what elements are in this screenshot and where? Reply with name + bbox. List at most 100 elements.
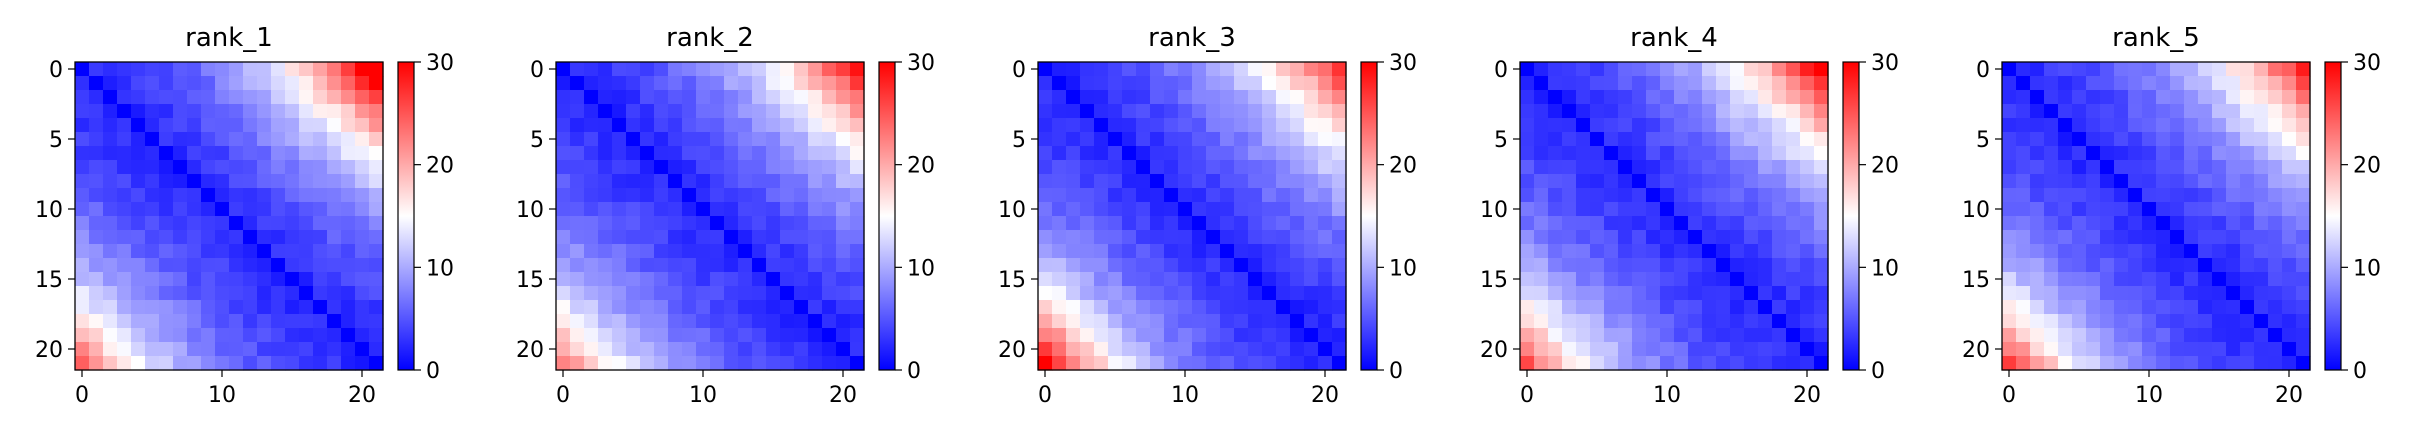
- heatmap-cell: [570, 62, 585, 77]
- heatmap-cell: [1632, 272, 1647, 287]
- heatmap-cell: [1304, 356, 1319, 371]
- heatmap-cell: [2016, 118, 2031, 133]
- heatmap-cell: [1108, 132, 1123, 147]
- heatmap-cell: [1618, 160, 1633, 175]
- heatmap-cell: [1660, 188, 1675, 203]
- colorbar-tick-label: 30: [2353, 51, 2381, 76]
- heatmap-cell: [1206, 258, 1221, 273]
- heatmap-cell: [271, 174, 286, 189]
- heatmap-cell: [1716, 230, 1731, 245]
- heatmap-cell: [2072, 202, 2087, 217]
- heatmap-cell: [822, 356, 837, 371]
- heatmap-cell: [1674, 132, 1689, 147]
- heatmap-cell: [626, 160, 641, 175]
- heatmap-cell: [1702, 216, 1717, 231]
- heatmap-cell: [1080, 342, 1095, 357]
- colorbar-tick-label: 30: [1389, 51, 1417, 76]
- heatmap-cell: [1730, 90, 1745, 105]
- heatmap-cell: [2240, 118, 2255, 133]
- heatmap-cell: [570, 314, 585, 329]
- heatmap-cell: [2058, 188, 2073, 203]
- heatmap-cell: [1080, 230, 1095, 245]
- heatmap-cell: [808, 118, 823, 133]
- heatmap-cell: [1786, 146, 1801, 161]
- heatmap-cell: [752, 160, 767, 175]
- heatmap-cell: [836, 146, 851, 161]
- heatmap-cell: [1290, 202, 1305, 217]
- heatmap-cell: [654, 174, 669, 189]
- heatmap-cell: [2030, 230, 2045, 245]
- heatmap-cell: [584, 216, 599, 231]
- heatmap-cell: [2184, 286, 2199, 301]
- heatmap-cell: [299, 160, 314, 175]
- heatmap-cell: [2170, 76, 2185, 91]
- heatmap-cell: [2100, 90, 2115, 105]
- heatmap-cell: [1786, 62, 1801, 77]
- heatmap-cell: [2086, 202, 2101, 217]
- heatmap-cell: [738, 104, 753, 119]
- heatmap-cell: [2128, 160, 2143, 175]
- heatmap-cell: [1534, 356, 1549, 371]
- heatmap-cell: [626, 286, 641, 301]
- heatmap-cell: [215, 258, 230, 273]
- heatmap-cell: [257, 272, 272, 287]
- heatmap-cell: [117, 258, 132, 273]
- heatmap-cell: [229, 62, 244, 77]
- heatmap-cell: [327, 342, 342, 357]
- heatmap-cell: [626, 90, 641, 105]
- heatmap-cell: [1290, 356, 1305, 371]
- heatmap-cell: [766, 258, 781, 273]
- heatmap-cell: [1730, 104, 1745, 119]
- heatmap-cell: [201, 90, 216, 105]
- heatmap-cell: [1164, 90, 1179, 105]
- heatmap-cell: [822, 244, 837, 259]
- heatmap-cell: [1716, 356, 1731, 371]
- heatmap-cell: [1178, 118, 1193, 133]
- heatmap-cell: [1122, 328, 1137, 343]
- heatmap-cell: [2212, 356, 2227, 371]
- heatmap-cell: [1080, 286, 1095, 301]
- heatmap-cell: [1716, 174, 1731, 189]
- x-tick-label: 0: [1520, 383, 1534, 408]
- heatmap-cell: [1716, 146, 1731, 161]
- heatmap-cell: [369, 216, 384, 231]
- heatmap-cell: [1192, 244, 1207, 259]
- heatmap-cell: [2058, 160, 2073, 175]
- heatmap-cell: [2226, 146, 2241, 161]
- heatmap-cell: [1052, 216, 1067, 231]
- heatmap-cell: [1758, 62, 1773, 77]
- heatmap-cell: [2296, 118, 2311, 133]
- heatmap-cell: [584, 258, 599, 273]
- heatmap-cell: [2128, 202, 2143, 217]
- heatmap-cell: [2296, 160, 2311, 175]
- heatmap-cell: [1576, 328, 1591, 343]
- heatmap-cell: [766, 146, 781, 161]
- heatmap-cell: [710, 146, 725, 161]
- heatmap-cell: [1786, 244, 1801, 259]
- heatmap-cell: [2072, 160, 2087, 175]
- heatmap-cell: [1674, 76, 1689, 91]
- heatmap-cell: [1066, 118, 1081, 133]
- heatmap-cell: [271, 146, 286, 161]
- heatmap-cell: [257, 104, 272, 119]
- heatmap-cell: [2170, 216, 2185, 231]
- heatmap-cell: [187, 356, 202, 371]
- heatmap-cell: [598, 356, 613, 371]
- heatmap-cell: [1716, 62, 1731, 77]
- heatmap-cell: [1122, 230, 1137, 245]
- heatmap-cell: [103, 76, 118, 91]
- heatmap-cell: [1590, 342, 1605, 357]
- heatmap-cell: [556, 174, 571, 189]
- heatmap-cell: [131, 328, 146, 343]
- heatmap-cell: [1234, 272, 1249, 287]
- heatmap-cell: [752, 146, 767, 161]
- heatmap-cell: [1262, 216, 1277, 231]
- heatmap-cell: [1520, 90, 1535, 105]
- heatmap-cell: [1262, 328, 1277, 343]
- heatmap-cell: [1108, 272, 1123, 287]
- heatmap-cell: [1702, 76, 1717, 91]
- heatmap-cell: [2044, 230, 2059, 245]
- heatmap-cell: [1730, 286, 1745, 301]
- heatmap-cell: [2156, 90, 2171, 105]
- heatmap-cell: [836, 286, 851, 301]
